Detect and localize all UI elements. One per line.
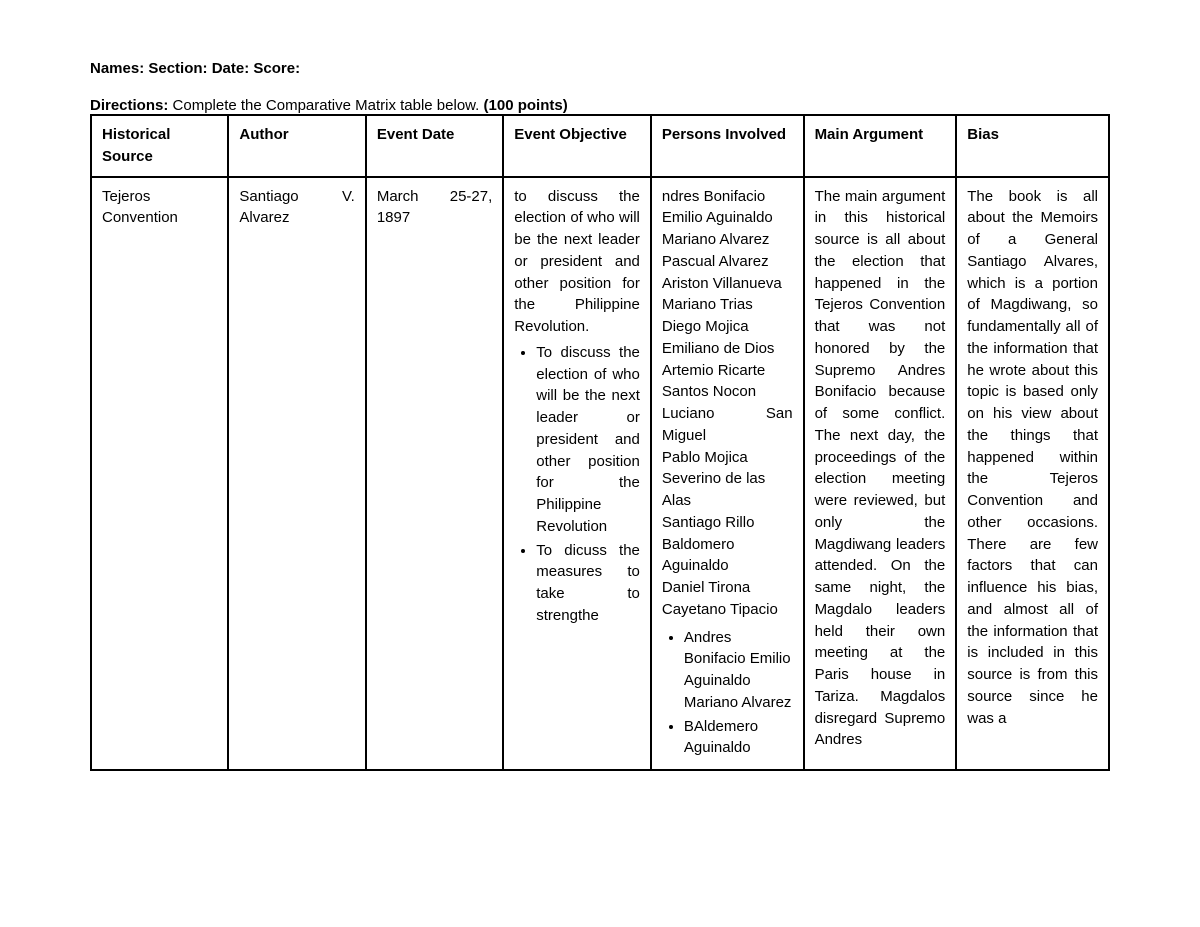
col-bias: Bias (956, 115, 1109, 177)
objective-intro: to discuss the election of who will be t… (514, 186, 640, 338)
person-name: Cayetano Tipacio (662, 599, 793, 621)
cell-date: March 25-27, 1897 (366, 177, 503, 771)
directions-points: (100 points) (484, 97, 568, 114)
person-name: Santiago Rillo (662, 512, 793, 534)
person-name: Pablo Mojica (662, 447, 793, 469)
comparative-matrix-table: Historical Source Author Event Date Even… (90, 114, 1110, 771)
person-name: Emilio Aguinaldo (662, 207, 793, 229)
col-event-date: Event Date (366, 115, 503, 177)
col-historical-source: Historical Source (91, 115, 228, 177)
person-name: ndres Bonifacio (662, 186, 793, 208)
persons-bullets: Andres Bonifacio Emilio Aguinaldo Marian… (662, 627, 793, 760)
col-persons-involved: Persons Involved (651, 115, 804, 177)
cell-argument: The main argument in this historical sou… (804, 177, 957, 771)
person-name: Daniel Tirona (662, 577, 793, 599)
table-row: Tejeros Convention Santiago V. Alvarez M… (91, 177, 1109, 771)
objective-bullet: To dicuss the measures to take to streng… (536, 540, 640, 627)
col-main-argument: Main Argument (804, 115, 957, 177)
person-name: Mariano Trias (662, 294, 793, 316)
header-line: Names: Section: Date: Score: (90, 60, 1110, 77)
persons-bullet: BAldemero Aguinaldo (684, 716, 793, 760)
cell-bias: The book is all about the Memoirs of a G… (956, 177, 1109, 771)
person-name: Emiliano de Dios (662, 338, 793, 360)
cell-objective: to discuss the election of who will be t… (503, 177, 651, 771)
cell-persons: ndres Bonifacio Emilio Aguinaldo Mariano… (651, 177, 804, 771)
directions-line: Directions: Complete the Comparative Mat… (90, 97, 1110, 114)
objective-bullets: To discuss the election of who will be t… (514, 342, 640, 627)
person-name: Baldomero Aguinaldo (662, 534, 793, 578)
table-header-row: Historical Source Author Event Date Even… (91, 115, 1109, 177)
col-event-objective: Event Objective (503, 115, 651, 177)
persons-names: ndres Bonifacio Emilio Aguinaldo Mariano… (662, 186, 793, 621)
persons-bullet: Andres Bonifacio Emilio Aguinaldo Marian… (684, 627, 793, 714)
directions-label: Directions: (90, 97, 168, 114)
person-name: Ariston Villanueva (662, 273, 793, 295)
person-name: Luciano San Miguel (662, 403, 793, 447)
person-name: Severino de las Alas (662, 468, 793, 512)
person-name: Diego Mojica (662, 316, 793, 338)
col-author: Author (228, 115, 365, 177)
person-name: Pascual Alvarez (662, 251, 793, 273)
cell-author: Santiago V. Alvarez (228, 177, 365, 771)
person-name: Mariano Alvarez (662, 229, 793, 251)
directions-text: Complete the Comparative Matrix table be… (168, 97, 483, 114)
person-name: Artemio Ricarte (662, 360, 793, 382)
person-name: Santos Nocon (662, 381, 793, 403)
objective-bullet: To discuss the election of who will be t… (536, 342, 640, 538)
cell-source: Tejeros Convention (91, 177, 228, 771)
